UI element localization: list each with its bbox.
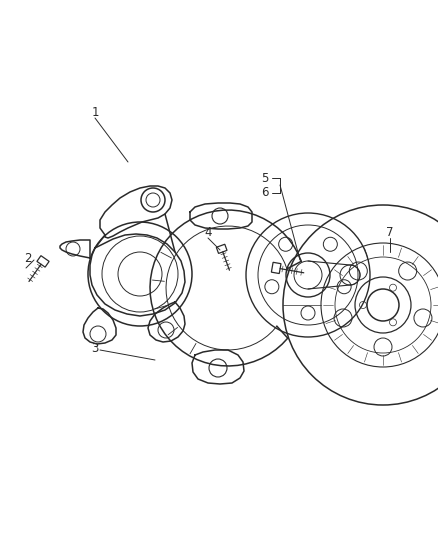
Text: 3: 3 bbox=[91, 342, 99, 354]
Text: 5: 5 bbox=[261, 172, 268, 184]
Text: 7: 7 bbox=[386, 225, 394, 238]
Text: 2: 2 bbox=[24, 252, 32, 264]
Text: 4: 4 bbox=[204, 225, 212, 238]
Text: 1: 1 bbox=[91, 106, 99, 118]
Text: 6: 6 bbox=[261, 187, 269, 199]
